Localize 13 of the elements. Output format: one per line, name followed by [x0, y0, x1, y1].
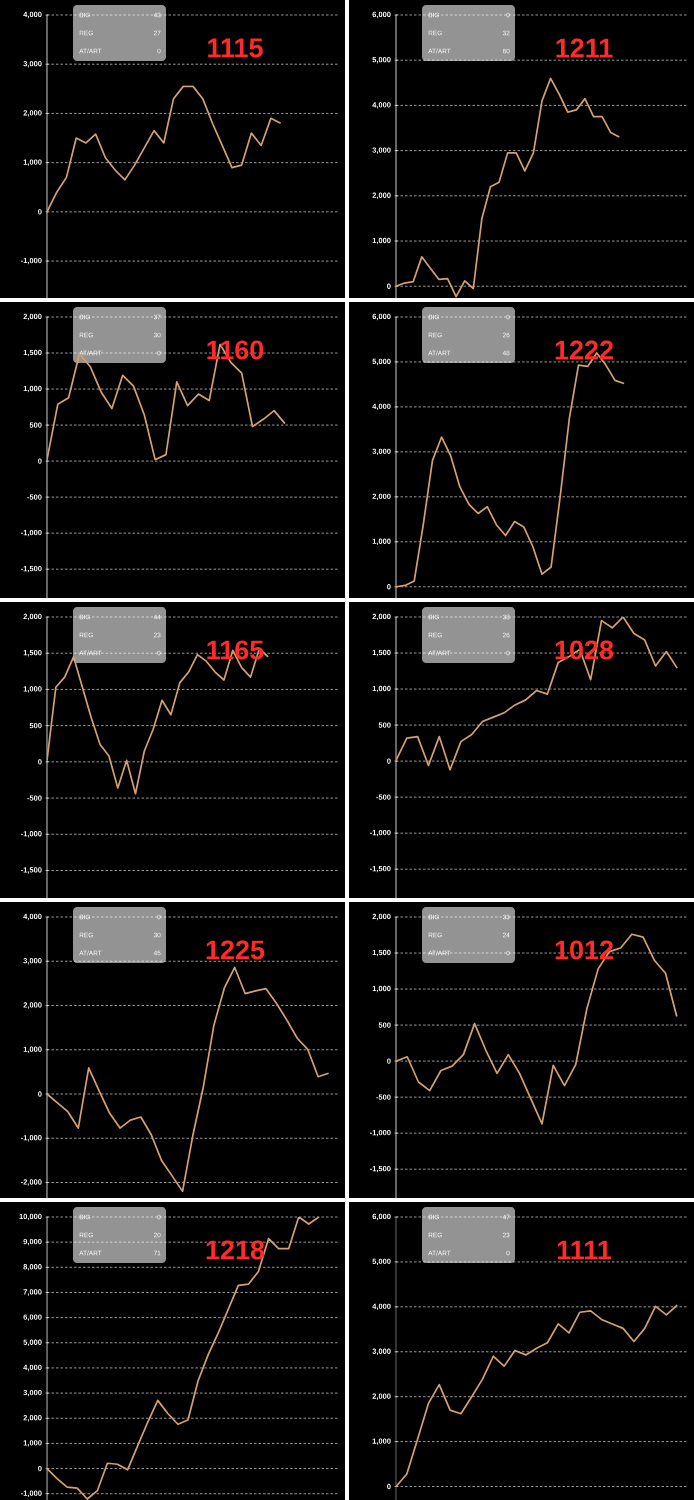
line-series — [396, 77, 621, 298]
line-series — [396, 1304, 679, 1488]
line-series — [47, 966, 330, 1193]
text: 1111 — [557, 1240, 612, 1260]
text: 1222 — [555, 340, 613, 360]
text: 1012 — [555, 940, 613, 960]
line-series — [47, 85, 282, 213]
text: 1165 — [207, 640, 264, 660]
line-series — [396, 933, 678, 1125]
text: 1218 — [206, 1240, 265, 1260]
text: 1115 — [208, 38, 263, 58]
text: 1225 — [206, 940, 265, 960]
text: 1211 — [556, 38, 613, 58]
